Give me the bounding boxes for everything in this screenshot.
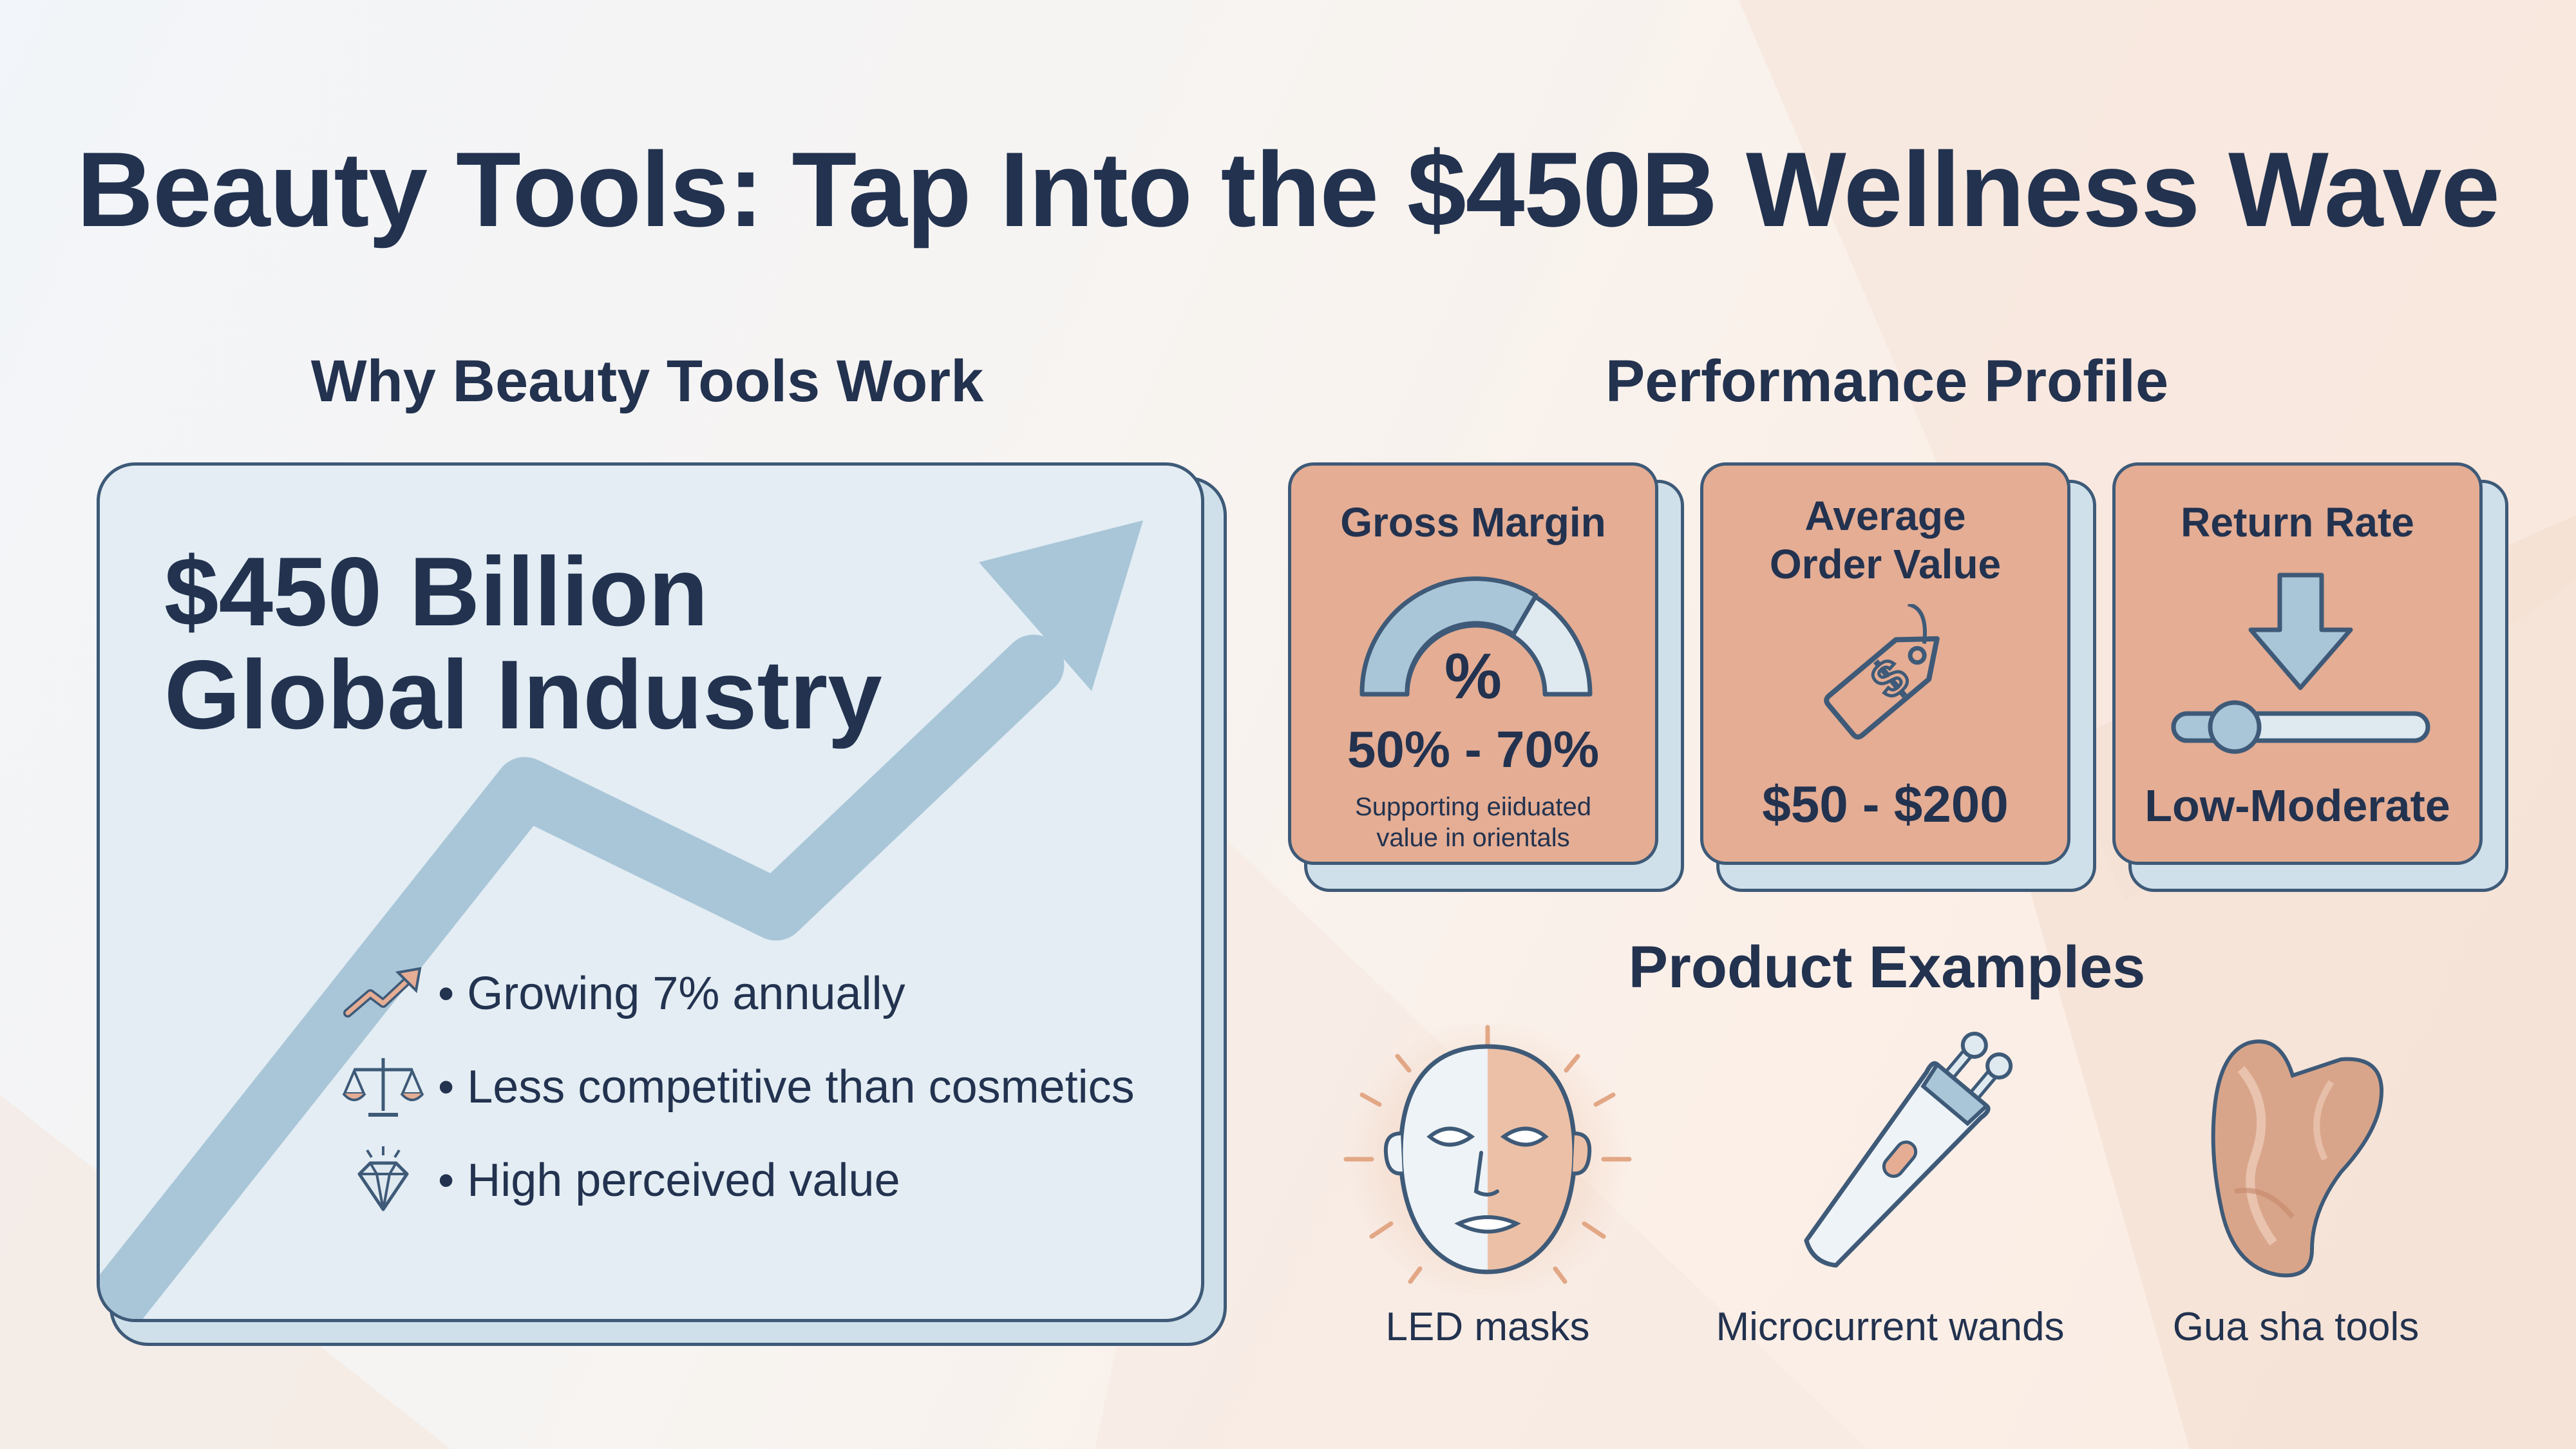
industry-panel: $450 Billion Global Industry • Growing 7… bbox=[97, 462, 1204, 1322]
bullet-value: • High perceived value bbox=[341, 1145, 900, 1216]
page-title: Beauty Tools: Tap Into the $450B Wellnes… bbox=[76, 130, 2500, 249]
performance-heading: Performance Profile bbox=[1605, 348, 2169, 414]
card-caption-line2: value in orientals bbox=[1376, 824, 1570, 852]
card-title: Gross Margin bbox=[1340, 499, 1606, 545]
price-tag-icon: $ bbox=[1824, 604, 1940, 740]
diamond-icon bbox=[357, 1146, 409, 1211]
card-title: Return Rate bbox=[2181, 499, 2414, 545]
scale-icon bbox=[342, 1058, 424, 1117]
bullet-text: • High perceived value bbox=[438, 1155, 900, 1206]
card-value: 50% - 70% bbox=[1347, 721, 1600, 778]
product-label-led: LED masks bbox=[1385, 1305, 1590, 1349]
gauge-icon bbox=[1359, 576, 1593, 697]
card-caption-line1: Supporting eiiduated bbox=[1355, 793, 1591, 821]
card-value: $50 - $200 bbox=[1762, 775, 2009, 833]
card-title-line2: Order Value bbox=[1769, 541, 2002, 587]
return-rate-card: Return Rate Low-Moderate bbox=[2112, 462, 2483, 865]
gross-margin-card: Gross Margin % 50% - 70% Supporting eiid… bbox=[1288, 462, 1658, 865]
bullet-text: • Growing 7% annually bbox=[438, 968, 905, 1019]
bullet-competition: • Less competitive than cosmetics bbox=[341, 1052, 1135, 1122]
product-label-guasha: Gua sha tools bbox=[2172, 1305, 2420, 1349]
card-title-line1: Average bbox=[1804, 493, 1966, 539]
microcurrent-wand-icon bbox=[1804, 1032, 2013, 1268]
headline-industry: Global Industry bbox=[164, 640, 882, 750]
trend-up-icon bbox=[343, 967, 422, 1018]
why-heading: Why Beauty Tools Work bbox=[310, 348, 984, 414]
bullet-growth: • Growing 7% annually bbox=[341, 958, 905, 1029]
gauge-percent-label: % bbox=[1444, 640, 1502, 712]
product-label-wand: Microcurrent wands bbox=[1716, 1305, 2065, 1349]
products-heading: Product Examples bbox=[1628, 934, 2146, 1000]
order-value-card: Average Order Value $ $50 - $200 bbox=[1700, 462, 2070, 865]
down-arrow-slider-icon bbox=[2171, 573, 2430, 754]
headline-amount: $450 Billion bbox=[164, 537, 708, 647]
growth-arrow-icon bbox=[100, 520, 1143, 1319]
led-mask-icon bbox=[1343, 1024, 1632, 1294]
bullet-text: • Less competitive than cosmetics bbox=[438, 1061, 1135, 1113]
gua-sha-icon bbox=[2211, 1039, 2384, 1278]
card-value: Low-Moderate bbox=[2145, 781, 2450, 831]
